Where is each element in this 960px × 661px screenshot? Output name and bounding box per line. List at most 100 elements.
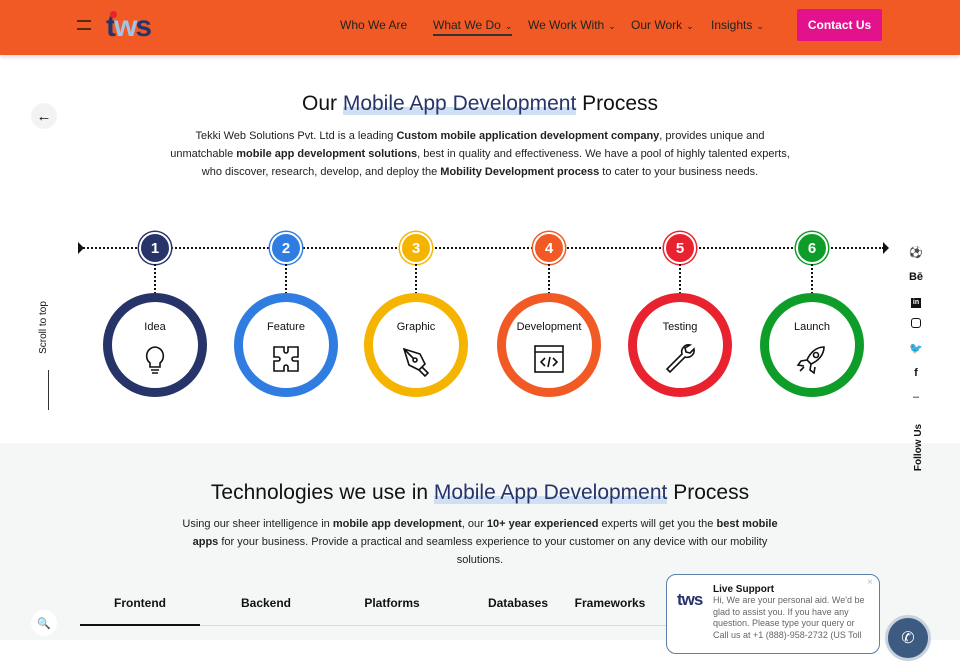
text: experts will get you the — [598, 518, 717, 530]
text: Tekki Web Solutions Pvt. Ltd is a leadin… — [195, 130, 397, 142]
bold-text: 10+ year experienced — [486, 518, 599, 530]
social-links: ⚽ Bē in 🐦 f – — [906, 246, 926, 404]
behance-icon[interactable]: Bē — [908, 271, 924, 283]
process-step-feature: 2 Feature — [231, 232, 341, 397]
facebook-icon[interactable]: f — [914, 367, 918, 379]
chevron-down-icon: ⌄ — [504, 21, 513, 31]
dribbble-icon[interactable]: ⚽ — [909, 247, 923, 259]
linkedin-icon[interactable]: in — [911, 298, 921, 308]
nav-label: Insights — [711, 18, 753, 32]
process-title: Our Mobile App Development Process — [301, 92, 659, 115]
bold-text: Mobility Development process — [440, 166, 600, 178]
bold-text: Custom mobile application development co… — [396, 130, 660, 142]
process-step-development: 4 Development — [494, 232, 604, 397]
tab-platforms[interactable]: Platforms — [364, 596, 420, 610]
step-label: Feature — [267, 321, 305, 333]
search-icon[interactable]: 🔍 — [31, 610, 57, 636]
nav-label: Who We Are — [340, 18, 408, 32]
lightbulb-icon — [145, 346, 165, 374]
step-number: 5 — [664, 232, 696, 264]
step-number: 1 — [139, 232, 171, 264]
rocket-icon — [796, 346, 825, 375]
connector — [415, 264, 417, 294]
step-circle: Feature — [234, 293, 338, 397]
chat-title: Live Support — [713, 584, 775, 595]
timeline-arrow-right — [883, 242, 889, 254]
wrench-icon — [665, 344, 695, 374]
bold-text: best mobile apps — [192, 518, 778, 548]
instagram-icon[interactable] — [906, 318, 926, 342]
step-circle: Graphic — [364, 293, 468, 397]
tab-databases[interactable]: Databases — [487, 596, 549, 610]
process-description: Tekki Web Solutions Pvt. Ltd is a leadin… — [170, 127, 790, 181]
text: Using our sheer intelligence in — [182, 518, 333, 530]
scroll-line — [48, 370, 49, 410]
twitter-icon[interactable]: 🐦 — [909, 343, 923, 355]
process-step-testing: 5 Testing — [625, 232, 735, 397]
process-step-idea: 1 Idea — [100, 232, 210, 397]
nav-label: We Work With — [528, 18, 605, 32]
step-label: Graphic — [396, 321, 436, 333]
nav-who-we-are[interactable]: Who We Are — [340, 18, 407, 32]
code-window-icon — [534, 345, 564, 373]
text: , provides unique and unmatchable — [170, 130, 765, 160]
text: for your business. Provide a practical a… — [218, 536, 768, 566]
step-label: Launch — [793, 321, 831, 333]
divider: – — [912, 391, 920, 403]
connector — [548, 264, 550, 294]
process-step-launch: 6 Launch — [757, 232, 867, 397]
text: , best in quality and effectiveness. We … — [201, 148, 790, 178]
back-arrow-icon[interactable]: ← — [31, 103, 57, 129]
scroll-to-top[interactable]: Scroll to top — [37, 300, 61, 410]
tech-tabs: Frontend Backend Platforms Databases Fra… — [80, 596, 880, 626]
contact-us-button[interactable]: Contact Us — [797, 9, 882, 41]
step-label: Testing — [662, 321, 698, 333]
chevron-down-icon: ⌄ — [686, 21, 694, 31]
connector — [154, 264, 156, 294]
live-support-popup[interactable]: tws × Live Support Hi, We are your perso… — [666, 574, 880, 654]
step-circle: Testing — [628, 293, 732, 397]
follow-us-label: Follow Us — [913, 423, 925, 472]
tab-frameworks[interactable]: Frameworks — [574, 596, 646, 610]
step-circle: Idea — [103, 293, 207, 397]
phone-call-icon[interactable]: ✆ — [885, 615, 931, 661]
connector — [679, 264, 681, 294]
logo[interactable]: tws — [106, 10, 152, 43]
chevron-down-icon: ⌄ — [608, 21, 616, 31]
step-label: Development — [516, 321, 582, 333]
pen-tool-icon — [402, 347, 430, 377]
chevron-down-icon: ⌄ — [756, 21, 764, 31]
menu-icon[interactable] — [77, 20, 91, 30]
step-number: 3 — [400, 232, 432, 264]
connector — [811, 264, 813, 294]
tab-frontend[interactable]: Frontend — [80, 596, 200, 626]
header: tws Who We Are What We Do ⌄ We Work With ⌄… — [0, 0, 960, 55]
text: , our — [461, 518, 487, 530]
tab-backend[interactable]: Backend — [240, 596, 292, 610]
step-circle: Launch — [760, 293, 864, 397]
puzzle-icon — [273, 346, 299, 372]
process-step-graphic: 3 Graphic — [361, 232, 471, 397]
chat-message: Hi, We are your personal aid. We'd be gl… — [713, 595, 865, 640]
bold-text: mobile app development solutions — [236, 148, 418, 160]
nav-what-we-do[interactable]: What We Do ⌄ — [433, 18, 513, 36]
step-circle: Development — [497, 293, 601, 397]
step-number: 6 — [796, 232, 828, 264]
step-number: 2 — [270, 232, 302, 264]
tech-description: Using our sheer intelligence in mobile a… — [175, 515, 785, 569]
scroll-label: Scroll to top — [37, 301, 49, 354]
close-icon[interactable]: × — [867, 577, 873, 588]
nav-our-work[interactable]: Our Work ⌄ — [631, 18, 694, 32]
tech-title: Technologies we use in Mobile App Develo… — [210, 481, 750, 504]
nav-label: What We Do — [433, 18, 501, 32]
timeline — [80, 247, 884, 249]
nav-label: Our Work — [631, 18, 683, 32]
step-label: Idea — [144, 321, 166, 333]
nav-insights[interactable]: Insights ⌄ — [711, 18, 764, 32]
bold-text: mobile app development — [332, 518, 462, 530]
connector — [285, 264, 287, 294]
step-number: 4 — [533, 232, 565, 264]
nav-we-work-with[interactable]: We Work With ⌄ — [528, 18, 616, 32]
chat-logo: tws — [677, 590, 703, 609]
text: to cater to your business needs. — [599, 166, 759, 178]
